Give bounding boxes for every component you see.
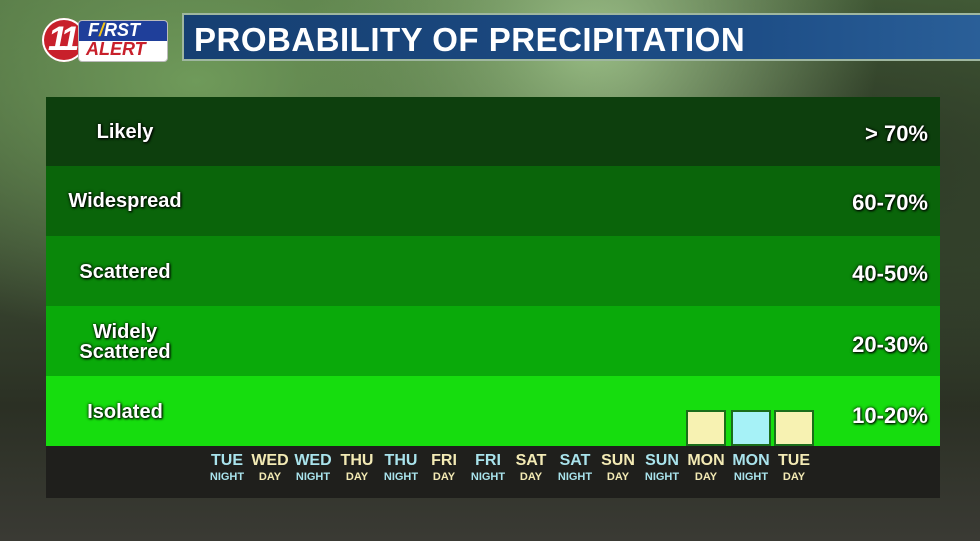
period-label: MON NIGHT [732,452,770,483]
band-range: 40-50% [852,261,928,286]
band-range: > 70% [865,121,928,146]
band-widely-scattered: Widely Scattered 20-30% [46,306,940,376]
band-label: Widespread [68,190,182,212]
bar-mon-day [686,410,726,446]
bar-mon-night [731,410,771,446]
period-label: WED NIGHT [294,452,332,483]
first-alert-logo: 11 F/RST ALERT [42,16,168,62]
period-label: THU NIGHT [383,452,419,483]
band-range: 20-30% [852,332,928,357]
band-scattered: Scattered 40-50% [46,236,940,306]
band-range: 60-70% [852,190,928,215]
band-likely: Likely > 70% [46,97,940,166]
band-label-line1: Widely [92,321,158,343]
band-label: Scattered [79,261,171,283]
band-label-line2: Scattered [79,341,171,363]
band-label: Isolated [87,401,163,423]
period-label: SUN NIGHT [644,452,680,483]
band-label: Widely Scattered [46,322,204,362]
logo-first-text: F/RST [88,20,141,40]
logo-number: 11 [48,20,79,58]
period-label: SAT DAY [515,452,547,483]
period-label: TUE NIGHT [209,452,245,483]
period-label: FRI NIGHT [470,452,506,483]
period-label: SUN DAY [601,452,635,483]
period-label: TUE DAY [778,452,810,483]
period-label: SAT NIGHT [557,452,593,483]
title-bar: PROBABILITY OF PRECIPITATION [182,13,980,61]
period-label: WED DAY [251,452,289,483]
page-title: PROBABILITY OF PRECIPITATION [194,21,746,58]
lightning-bolt-icon: / [99,20,105,40]
bar-tue-day [774,410,814,446]
period-label: MON DAY [687,452,725,483]
pop-chart: Likely > 70% Widespread 60-70% Scattered… [46,97,940,498]
logo-alert-text: ALERT [86,39,146,59]
logo-tag [78,20,168,62]
period-label: THU DAY [340,452,374,483]
band-widespread: Widespread 60-70% [46,166,940,236]
band-label: Likely [96,121,154,143]
period-label: FRI DAY [431,452,457,483]
period-axis: TUE NIGHT WED DAY WED NIGHT THU DAY THU NIGHT… [46,446,940,498]
band-range: 10-20% [852,403,928,428]
